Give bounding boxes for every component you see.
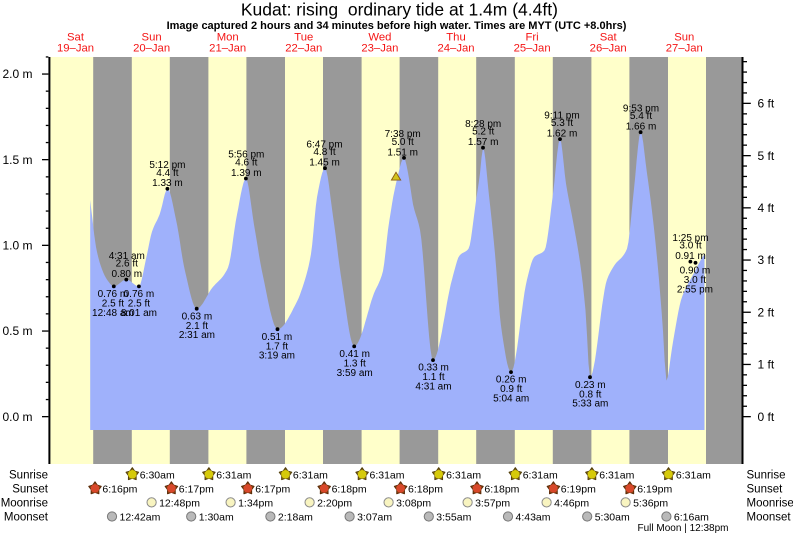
svg-text:Moonset: Moonset	[4, 512, 49, 524]
svg-text:4.6 ft: 4.6 ft	[235, 158, 257, 169]
svg-text:12:48pm: 12:48pm	[159, 497, 200, 509]
svg-text:6 ft: 6 ft	[758, 97, 775, 111]
svg-text:5.0 ft: 5.0 ft	[392, 137, 414, 148]
svg-text:1.62 m: 1.62 m	[547, 129, 578, 140]
svg-text:27–Jan: 27–Jan	[666, 43, 703, 55]
svg-text:Sunset: Sunset	[12, 484, 49, 496]
svg-text:1.5 m: 1.5 m	[2, 153, 32, 167]
svg-text:1:30am: 1:30am	[199, 512, 234, 524]
svg-text:Moonrise: Moonrise	[747, 498, 793, 510]
svg-text:5:36pm: 5:36pm	[633, 497, 668, 509]
svg-text:2 ft: 2 ft	[758, 305, 775, 319]
svg-text:3:19 am: 3:19 am	[259, 351, 295, 362]
svg-text:0 ft: 0 ft	[758, 410, 775, 424]
svg-text:5:04 am: 5:04 am	[493, 394, 529, 405]
svg-text:19–Jan: 19–Jan	[57, 43, 94, 55]
svg-text:23–Jan: 23–Jan	[361, 43, 398, 55]
svg-text:6:31am: 6:31am	[599, 469, 634, 481]
svg-text:3:07am: 3:07am	[357, 512, 392, 524]
svg-text:1.66 m: 1.66 m	[626, 122, 657, 133]
svg-text:Image captured 2 hours and 34: Image captured 2 hours and 34 minutes be…	[167, 20, 627, 32]
svg-text:1:34pm: 1:34pm	[238, 497, 273, 509]
svg-text:5.4 ft: 5.4 ft	[630, 111, 652, 122]
svg-text:6:31am: 6:31am	[216, 469, 251, 481]
svg-text:6:19pm: 6:19pm	[637, 483, 672, 495]
svg-text:8:01 am: 8:01 am	[121, 308, 157, 319]
svg-text:4.4 ft: 4.4 ft	[156, 168, 178, 179]
svg-text:2:20pm: 2:20pm	[317, 497, 352, 509]
svg-text:2.0 m: 2.0 m	[2, 67, 32, 81]
svg-text:Kudat: rising ordinary tide a: Kudat: rising ordinary tide at 1.4m (4.4…	[241, 0, 558, 20]
svg-text:6:18pm: 6:18pm	[332, 483, 367, 495]
svg-text:6:18pm: 6:18pm	[408, 483, 443, 495]
svg-text:6:17pm: 6:17pm	[179, 483, 214, 495]
svg-text:26–Jan: 26–Jan	[590, 43, 627, 55]
svg-text:2:31 am: 2:31 am	[179, 330, 215, 341]
svg-text:Moonrise: Moonrise	[1, 498, 48, 510]
svg-text:5 ft: 5 ft	[758, 149, 775, 163]
svg-text:6:31am: 6:31am	[676, 469, 711, 481]
svg-text:0.80 m: 0.80 m	[112, 269, 143, 280]
svg-text:1 ft: 1 ft	[758, 358, 775, 372]
svg-text:1.33 m: 1.33 m	[152, 178, 183, 189]
svg-text:25–Jan: 25–Jan	[514, 43, 551, 55]
svg-text:5.3 ft: 5.3 ft	[551, 118, 573, 129]
svg-text:1.39 m: 1.39 m	[231, 168, 262, 179]
svg-text:Full Moon | 12:38pm: Full Moon | 12:38pm	[638, 523, 729, 534]
svg-text:1.0 m: 1.0 m	[2, 239, 32, 253]
svg-text:6:18pm: 6:18pm	[484, 483, 519, 495]
svg-text:0.91 m: 0.91 m	[675, 251, 706, 262]
svg-text:0.0 m: 0.0 m	[2, 410, 32, 424]
svg-text:Sunrise: Sunrise	[9, 470, 48, 482]
svg-text:5:30am: 5:30am	[595, 512, 630, 524]
svg-text:5:33 am: 5:33 am	[572, 399, 608, 410]
svg-text:6:16pm: 6:16pm	[102, 483, 137, 495]
svg-text:22–Jan: 22–Jan	[285, 43, 322, 55]
svg-text:6:16am: 6:16am	[674, 512, 709, 524]
svg-text:6:31am: 6:31am	[370, 469, 405, 481]
svg-text:4 ft: 4 ft	[758, 201, 775, 215]
svg-text:6:31am: 6:31am	[446, 469, 481, 481]
svg-text:1.45 m: 1.45 m	[309, 158, 340, 169]
svg-text:24–Jan: 24–Jan	[437, 43, 474, 55]
svg-text:3:55am: 3:55am	[436, 512, 471, 524]
svg-text:6:31am: 6:31am	[293, 469, 328, 481]
svg-text:4:46pm: 4:46pm	[554, 497, 589, 509]
svg-text:12:42am: 12:42am	[120, 512, 161, 524]
svg-text:21–Jan: 21–Jan	[209, 43, 246, 55]
svg-text:1.51 m: 1.51 m	[387, 147, 418, 158]
svg-text:6:19pm: 6:19pm	[561, 483, 596, 495]
svg-text:2:55 pm: 2:55 pm	[677, 284, 713, 295]
svg-text:4:43am: 4:43am	[516, 512, 551, 524]
svg-text:2.6 ft: 2.6 ft	[116, 259, 138, 270]
svg-text:6:31am: 6:31am	[523, 469, 558, 481]
svg-text:Moonset: Moonset	[747, 512, 792, 524]
svg-text:Sunset: Sunset	[747, 484, 784, 496]
svg-text:Sunrise: Sunrise	[747, 470, 786, 482]
svg-text:20–Jan: 20–Jan	[133, 43, 170, 55]
svg-text:3 ft: 3 ft	[758, 253, 775, 267]
svg-text:3:59 am: 3:59 am	[337, 368, 373, 379]
svg-text:3:57pm: 3:57pm	[475, 497, 510, 509]
svg-text:1.57 m: 1.57 m	[468, 137, 499, 148]
svg-text:2:18am: 2:18am	[278, 512, 313, 524]
svg-text:6:17pm: 6:17pm	[255, 483, 290, 495]
svg-text:4:31 am: 4:31 am	[415, 382, 451, 393]
svg-text:3:08pm: 3:08pm	[396, 497, 431, 509]
svg-text:3.0 ft: 3.0 ft	[679, 241, 701, 252]
svg-text:5.2 ft: 5.2 ft	[472, 127, 494, 138]
svg-text:6:30am: 6:30am	[140, 469, 175, 481]
svg-text:4.8 ft: 4.8 ft	[313, 147, 335, 158]
svg-text:0.5 m: 0.5 m	[2, 324, 32, 338]
